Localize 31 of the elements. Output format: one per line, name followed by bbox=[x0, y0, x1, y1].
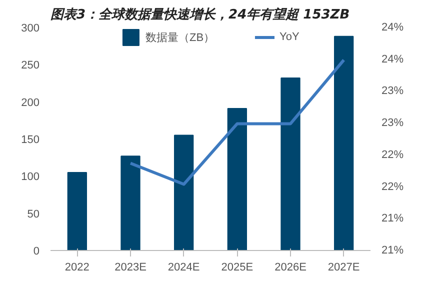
y2-tick-label: 23% bbox=[382, 85, 404, 98]
y2-tick-label: 22% bbox=[382, 180, 404, 193]
y2-tick-label: 21% bbox=[382, 244, 404, 256]
y-tick-label: 200 bbox=[21, 96, 40, 109]
y-tick-label: 300 bbox=[21, 22, 40, 34]
y-tick-label: 100 bbox=[21, 171, 40, 184]
x-tick-label: 2022 bbox=[64, 262, 90, 274]
bar bbox=[120, 156, 140, 250]
y2-tick-label: 23% bbox=[382, 117, 404, 130]
chart-title: 图表3：全球数据量快速增长，24年有望超 153ZB bbox=[50, 6, 350, 22]
y2-tick-label: 22% bbox=[382, 148, 404, 161]
legend-label: YoY bbox=[280, 31, 300, 43]
y-tick-label: 250 bbox=[21, 60, 40, 72]
bar bbox=[280, 78, 300, 250]
legend-label: 数据量（ZB） bbox=[145, 30, 215, 44]
y2-tick-label: 24% bbox=[382, 22, 404, 34]
x-tick-label: 2027E bbox=[328, 262, 360, 274]
bar bbox=[334, 36, 354, 250]
x-tick-label: 2026E bbox=[274, 262, 306, 274]
bar bbox=[174, 134, 194, 250]
y-tick-label: 150 bbox=[21, 134, 40, 146]
x-tick-label: 2024E bbox=[168, 262, 200, 274]
y-tick-label: 50 bbox=[27, 208, 40, 220]
y2-tick-label: 24% bbox=[382, 53, 404, 66]
x-tick-label: 2023E bbox=[114, 262, 146, 274]
x-tick-label: 2025E bbox=[221, 262, 254, 274]
y2-tick-label: 21% bbox=[382, 212, 404, 225]
y-tick-label: 0 bbox=[33, 246, 40, 258]
bar bbox=[67, 172, 87, 250]
bar bbox=[227, 108, 247, 250]
line-series bbox=[129, 58, 346, 186]
